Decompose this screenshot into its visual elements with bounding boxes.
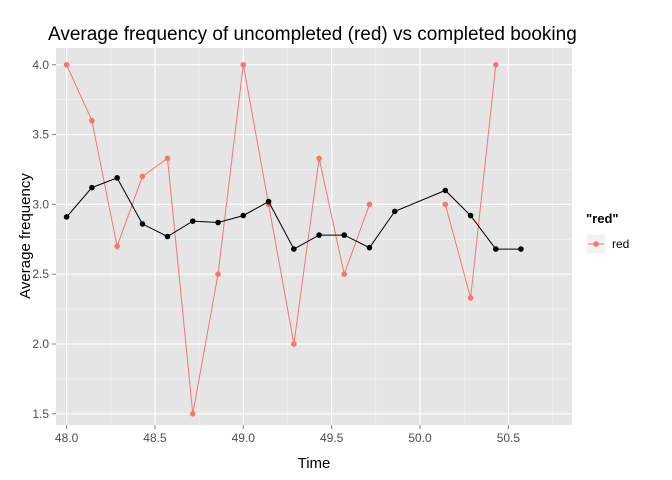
y-axis-ticks: 1.5 2.0 2.5 3.0 3.5 4.0 xyxy=(32,58,56,421)
series-layer xyxy=(63,61,524,417)
data-point xyxy=(89,117,95,124)
x-axis-title: Time xyxy=(298,455,331,472)
data-point xyxy=(189,411,196,417)
data-point xyxy=(215,271,221,278)
data-point xyxy=(189,218,196,224)
plot-panel xyxy=(56,48,572,425)
data-point xyxy=(164,155,171,162)
x-tick-label: 48.0 xyxy=(55,431,79,445)
y-tick-label: 2.0 xyxy=(32,337,49,351)
data-point xyxy=(240,61,247,68)
y-tick-label: 2.5 xyxy=(32,267,49,281)
data-point xyxy=(164,233,171,240)
data-point xyxy=(114,243,120,250)
data-point xyxy=(89,184,95,191)
series-line xyxy=(66,177,521,250)
grid-major xyxy=(56,48,572,425)
grid-minor xyxy=(56,48,572,425)
data-point xyxy=(63,61,70,68)
x-tick-label: 49.5 xyxy=(320,431,344,445)
data-point xyxy=(291,341,297,347)
data-point xyxy=(316,155,322,162)
data-point xyxy=(518,246,524,252)
data-point xyxy=(63,214,70,220)
x-tick-label: 48.5 xyxy=(143,431,167,445)
data-point xyxy=(366,244,373,251)
x-tick-label: 49.0 xyxy=(232,431,256,445)
chart-title: Average frequency of uncompleted (red) v… xyxy=(48,24,577,45)
legend-item-red: red xyxy=(585,233,629,255)
y-tick-label: 1.5 xyxy=(32,407,49,421)
x-axis-ticks: 48.0 48.5 49.0 49.5 50.0 50.5 xyxy=(55,425,520,445)
data-point xyxy=(265,198,272,205)
data-point xyxy=(341,271,348,278)
legend: "red" red xyxy=(585,211,629,255)
y-tick-label: 3.0 xyxy=(32,197,49,211)
data-point xyxy=(366,201,373,208)
data-point xyxy=(493,246,499,252)
y-tick-label: 4.0 xyxy=(32,58,49,72)
y-axis-title: Average frequency xyxy=(17,173,34,299)
legend-entries: red xyxy=(585,233,629,255)
y-tick-label: 3.5 xyxy=(32,128,49,142)
legend-key-point xyxy=(593,241,599,247)
data-point xyxy=(114,175,120,181)
data-point xyxy=(341,232,348,238)
data-point xyxy=(442,201,449,208)
x-tick-label: 50.5 xyxy=(497,431,521,445)
data-point xyxy=(316,232,322,238)
data-point xyxy=(240,212,247,219)
data-point xyxy=(139,173,146,180)
data-point xyxy=(467,295,474,301)
data-point xyxy=(215,219,221,226)
data-point xyxy=(467,212,474,219)
legend-label: red xyxy=(612,237,629,251)
data-point xyxy=(442,187,449,194)
x-tick-label: 50.0 xyxy=(408,431,432,445)
legend-title: "red" xyxy=(586,211,619,226)
data-point xyxy=(391,208,398,215)
data-point xyxy=(139,221,146,227)
data-point xyxy=(493,61,499,68)
data-point xyxy=(291,246,297,252)
series-1 xyxy=(63,175,524,252)
